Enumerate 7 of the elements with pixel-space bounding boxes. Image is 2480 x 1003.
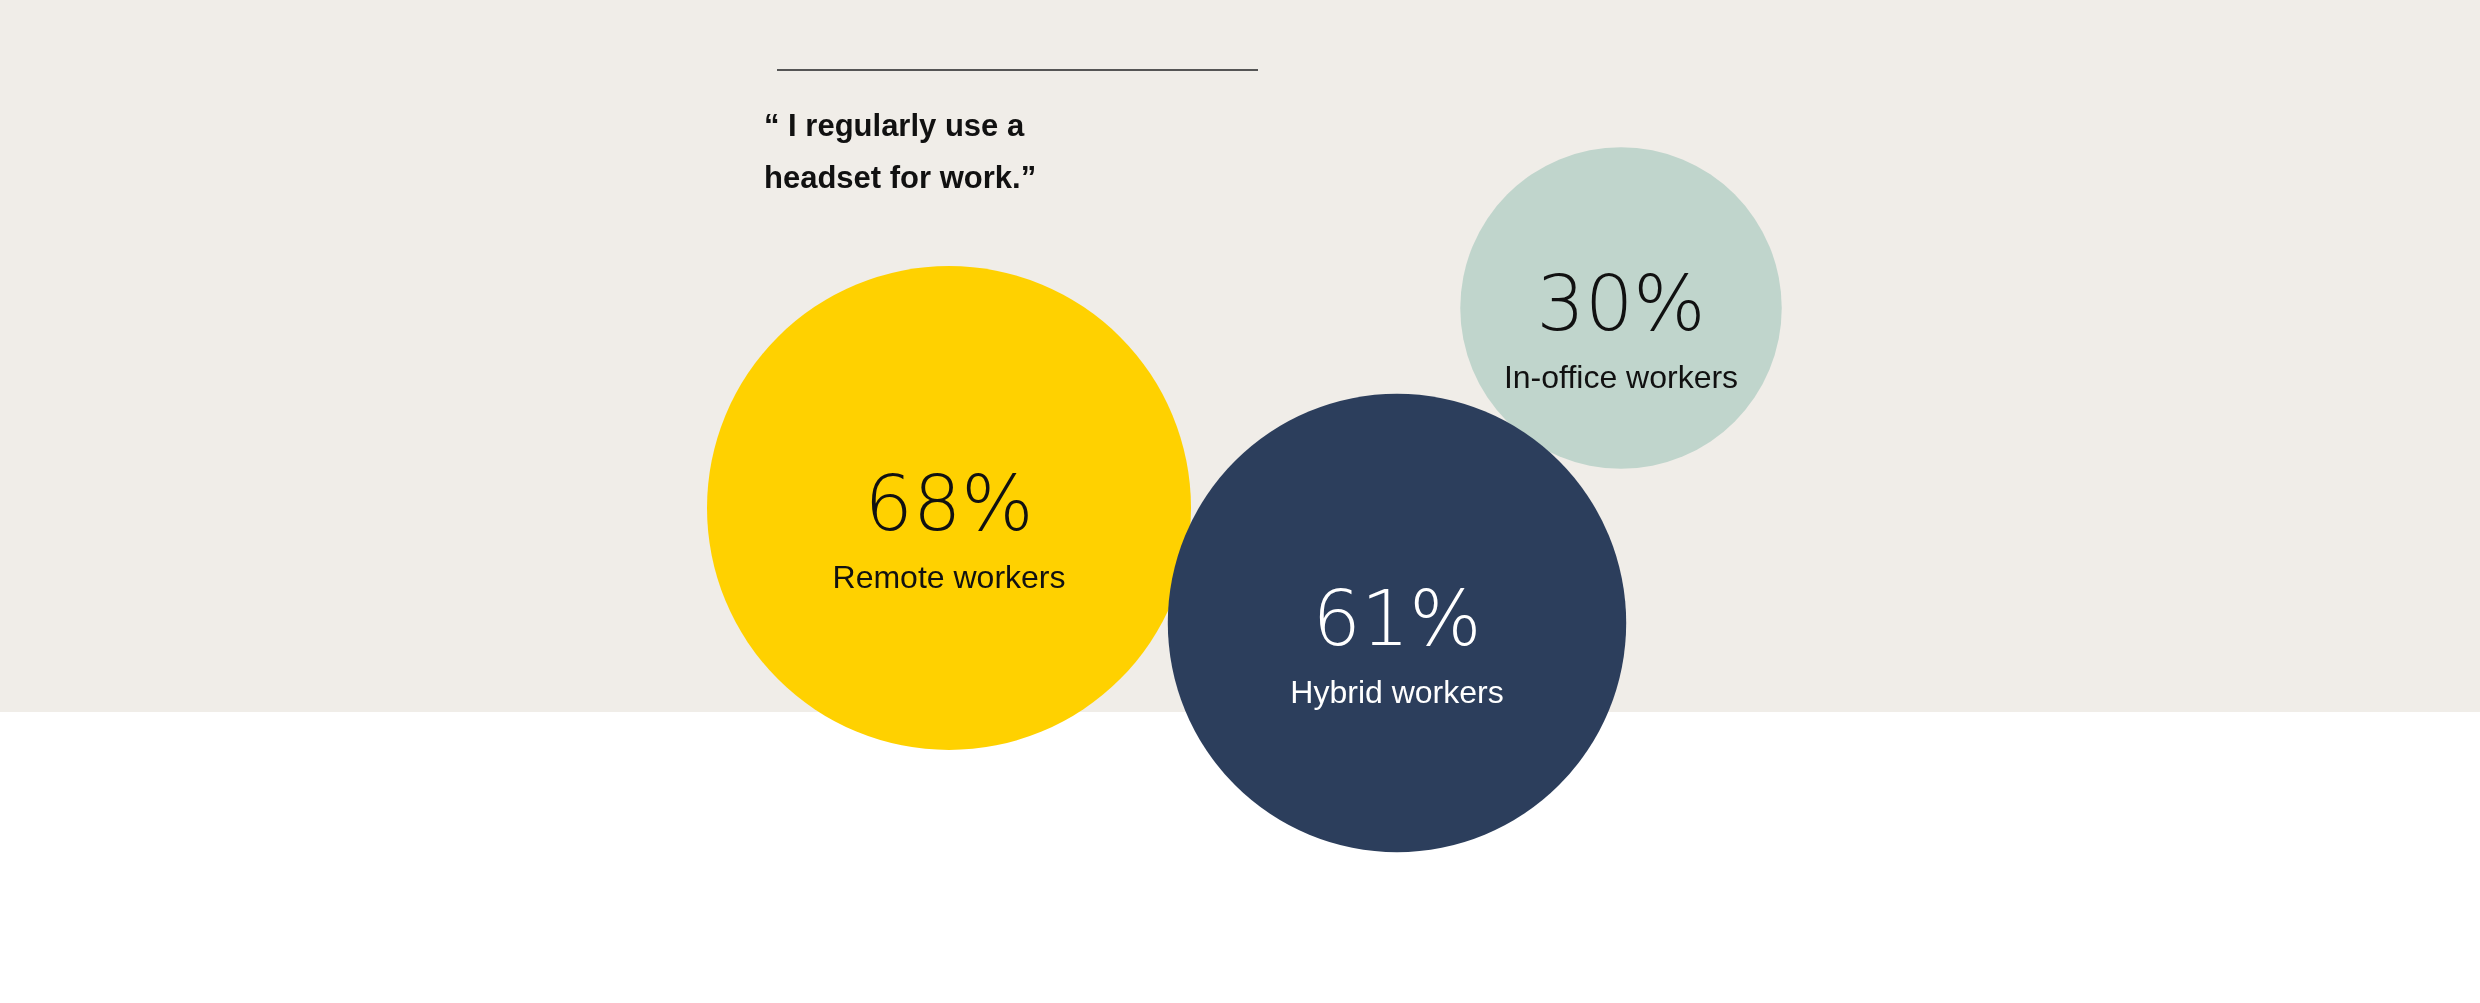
category-label: Remote workers bbox=[832, 559, 1066, 595]
category-label: Hybrid workers bbox=[1290, 674, 1504, 710]
text: “ I regularly use a headset for work.” bbox=[764, 107, 1038, 197]
data-label: 68% bbox=[864, 459, 1034, 548]
data-label: 30% bbox=[1536, 259, 1706, 348]
data-label: 61% bbox=[1312, 574, 1482, 663]
category-label: In-office workers bbox=[1503, 359, 1739, 395]
